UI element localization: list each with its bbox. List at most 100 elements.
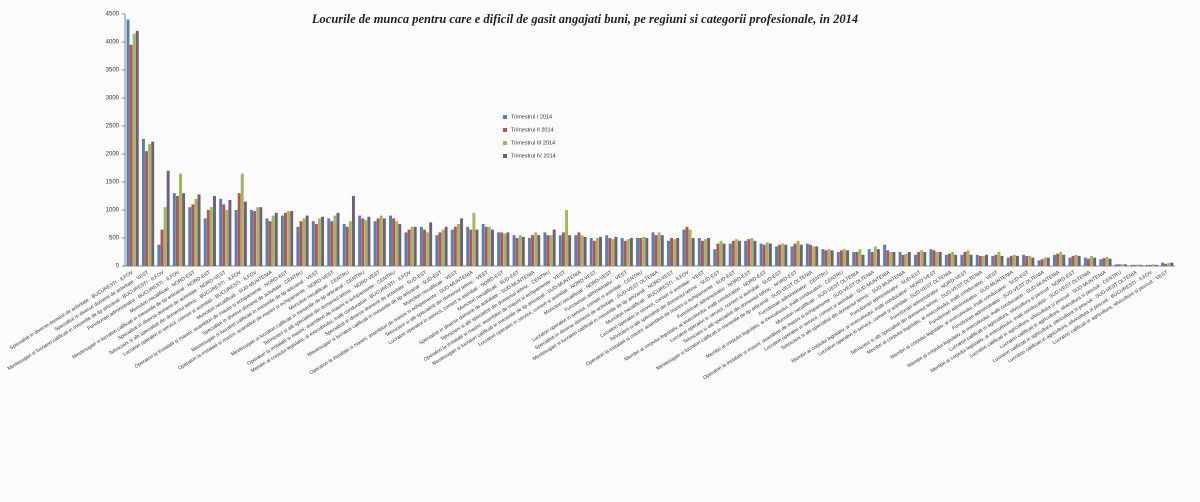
bar	[531, 235, 535, 266]
legend-swatch	[503, 154, 507, 158]
bar	[528, 238, 531, 266]
bar	[574, 235, 578, 266]
bar	[673, 239, 677, 266]
bar	[846, 250, 850, 266]
bar	[747, 239, 751, 266]
bar	[256, 207, 260, 266]
bar	[395, 221, 399, 266]
bar	[305, 215, 309, 266]
bar	[160, 229, 164, 266]
bar	[253, 211, 257, 266]
bar	[506, 232, 510, 266]
bar	[222, 204, 226, 266]
bar	[398, 224, 402, 266]
bar	[302, 218, 306, 266]
bar	[441, 229, 445, 266]
bar	[1154, 264, 1158, 266]
bar	[929, 249, 933, 266]
bar	[954, 254, 958, 266]
bar	[327, 218, 331, 266]
bar	[426, 232, 430, 266]
bar	[873, 246, 877, 266]
bar	[209, 207, 213, 266]
bar	[805, 243, 809, 266]
bar	[651, 232, 655, 266]
bar	[978, 255, 982, 266]
bar	[1161, 262, 1165, 266]
bar	[132, 33, 136, 266]
y-tick-label: 500	[109, 236, 120, 242]
bar	[410, 226, 414, 266]
bar	[836, 252, 840, 266]
bar	[1071, 255, 1075, 266]
bar	[809, 244, 812, 266]
legend-label: Trimestrul I 2014	[511, 114, 552, 120]
bar	[259, 207, 263, 266]
bar	[1000, 255, 1004, 266]
bar	[775, 246, 779, 266]
bar	[296, 226, 300, 266]
bar	[1074, 254, 1078, 266]
bar	[546, 235, 550, 266]
y-tick-label: 2500	[106, 124, 120, 130]
bar	[194, 198, 198, 266]
bar	[1077, 255, 1081, 266]
bar	[213, 196, 216, 266]
bar	[1062, 254, 1066, 266]
bar	[265, 218, 269, 266]
legend-swatch	[503, 128, 507, 132]
bar	[762, 244, 766, 266]
bar	[1083, 257, 1087, 266]
bar	[948, 253, 951, 266]
bar	[697, 238, 701, 266]
bar	[321, 216, 325, 266]
bar	[855, 252, 859, 266]
bar	[1093, 257, 1097, 266]
bar	[497, 232, 501, 266]
bar	[351, 196, 355, 266]
bar	[876, 249, 880, 266]
bar	[518, 235, 522, 266]
bar	[867, 249, 871, 266]
bar	[645, 238, 649, 266]
bar	[389, 215, 392, 266]
bar	[228, 199, 232, 266]
bar	[191, 204, 195, 266]
bar	[534, 232, 538, 266]
bar	[1117, 264, 1121, 266]
bar	[552, 229, 556, 266]
legend-label: Trimestrul IV 2014	[511, 153, 556, 159]
bar	[1130, 264, 1134, 266]
bar	[456, 224, 460, 266]
bar	[404, 232, 408, 266]
bar	[1139, 264, 1143, 266]
bar	[577, 232, 581, 266]
bar	[1025, 255, 1029, 266]
bar	[944, 254, 948, 266]
bar	[382, 218, 386, 266]
bar	[444, 226, 448, 266]
bar	[361, 218, 365, 266]
bar	[852, 252, 856, 266]
bar	[830, 250, 834, 266]
bar	[1053, 254, 1056, 266]
bar	[580, 235, 584, 266]
bar	[515, 238, 519, 266]
bar	[1124, 264, 1127, 266]
bar	[997, 252, 1001, 266]
bar	[870, 252, 874, 266]
bar	[966, 250, 970, 266]
bar	[141, 138, 145, 266]
bar	[348, 221, 352, 266]
bar	[487, 226, 491, 266]
bar	[592, 240, 596, 266]
bar	[960, 254, 964, 266]
bar	[311, 221, 315, 266]
bar	[318, 218, 321, 266]
bar	[626, 239, 630, 266]
bar	[197, 194, 201, 266]
bar	[614, 236, 618, 266]
bar	[379, 215, 383, 266]
bar	[812, 246, 816, 266]
